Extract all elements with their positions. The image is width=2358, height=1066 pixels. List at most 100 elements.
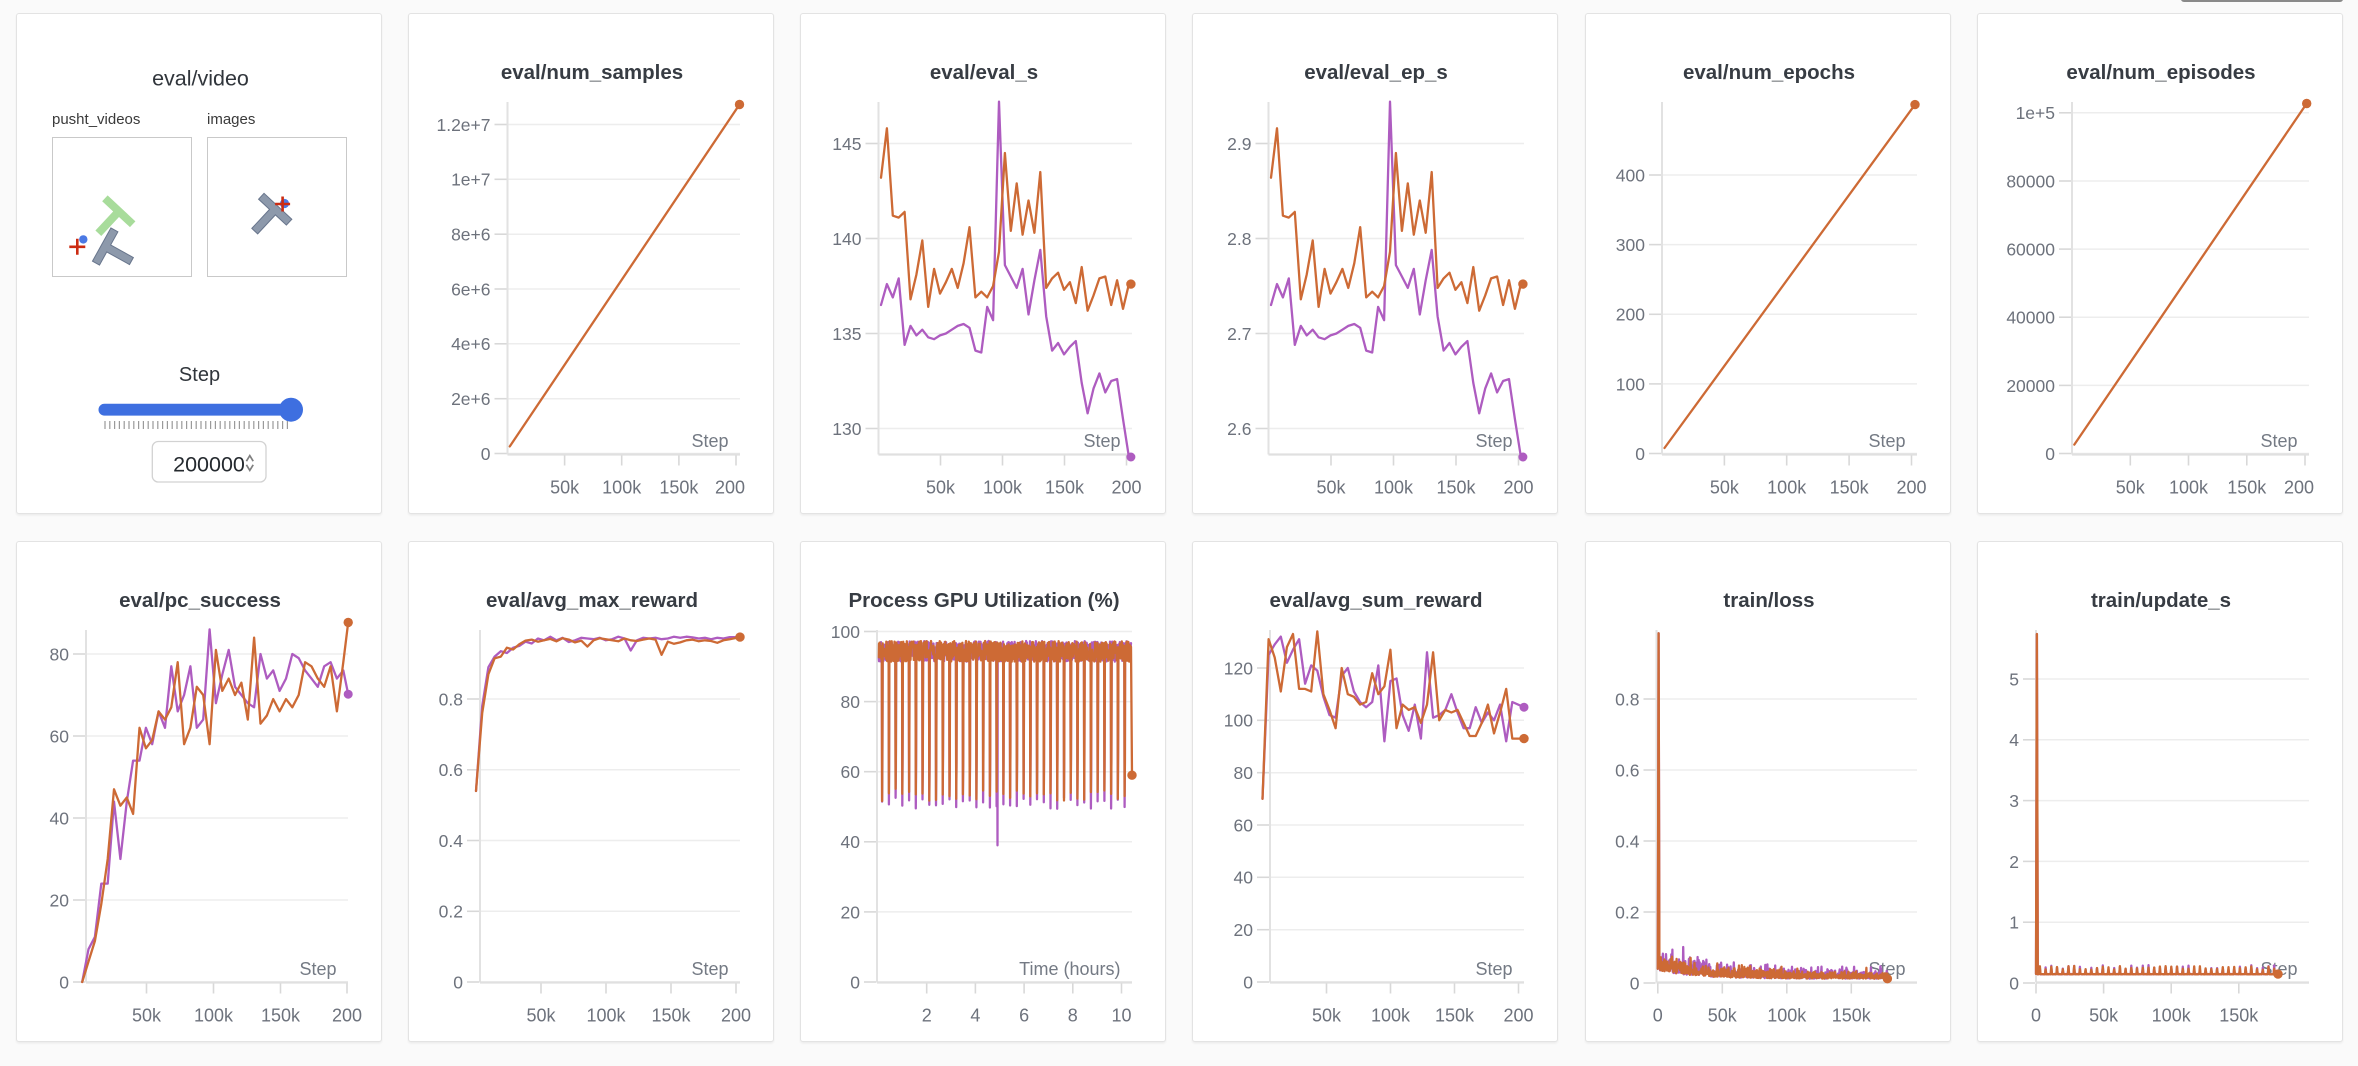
svg-text:200000: 200000 <box>173 452 245 476</box>
svg-text:100k: 100k <box>602 477 642 497</box>
svg-text:150k: 150k <box>2227 477 2267 497</box>
svg-text:150k: 150k <box>651 1005 691 1025</box>
svg-text:0.6: 0.6 <box>1615 760 1639 780</box>
svg-text:100k: 100k <box>194 1005 234 1025</box>
svg-text:Step: Step <box>2260 431 2297 451</box>
svg-text:0: 0 <box>1653 1005 1663 1025</box>
svg-text:0: 0 <box>59 972 69 992</box>
svg-text:6: 6 <box>1019 1005 1029 1025</box>
svg-text:8e+6: 8e+6 <box>451 225 490 245</box>
svg-text:100: 100 <box>831 622 860 642</box>
svg-text:100k: 100k <box>1767 1005 1807 1025</box>
svg-text:Step: Step <box>691 959 728 979</box>
svg-text:pusht_videos: pusht_videos <box>52 111 140 128</box>
svg-text:60: 60 <box>50 726 70 746</box>
svg-text:150k: 150k <box>2219 1005 2259 1025</box>
svg-text:100k: 100k <box>586 1005 626 1025</box>
svg-text:Step: Step <box>1083 431 1120 451</box>
svg-text:2.9: 2.9 <box>1227 134 1251 154</box>
svg-text:2: 2 <box>922 1005 932 1025</box>
svg-text:2.8: 2.8 <box>1227 229 1251 249</box>
svg-text:40: 40 <box>50 808 70 828</box>
svg-text:200: 200 <box>1111 477 1141 497</box>
svg-text:20: 20 <box>50 890 70 910</box>
svg-text:200: 200 <box>721 1005 751 1025</box>
svg-text:0: 0 <box>1630 973 1640 993</box>
svg-text:1e+5: 1e+5 <box>2016 103 2055 123</box>
svg-text:50k: 50k <box>1316 477 1346 497</box>
svg-text:eval/video: eval/video <box>152 67 249 91</box>
svg-text:eval/eval_s: eval/eval_s <box>930 61 1038 84</box>
svg-text:50k: 50k <box>926 477 956 497</box>
svg-text:0: 0 <box>2009 973 2019 993</box>
svg-text:2.6: 2.6 <box>1227 419 1251 439</box>
svg-text:20: 20 <box>841 902 861 922</box>
svg-text:4: 4 <box>2009 730 2019 750</box>
svg-text:2.7: 2.7 <box>1227 324 1251 344</box>
svg-text:1: 1 <box>2009 913 2019 933</box>
svg-text:0: 0 <box>481 444 491 464</box>
svg-text:eval/avg_sum_reward: eval/avg_sum_reward <box>1269 589 1482 612</box>
svg-text:0: 0 <box>1635 444 1645 464</box>
svg-text:4: 4 <box>970 1005 980 1025</box>
svg-text:train/loss: train/loss <box>1723 589 1814 612</box>
svg-text:0: 0 <box>850 972 860 992</box>
svg-text:2e+6: 2e+6 <box>451 389 490 409</box>
svg-text:100k: 100k <box>983 477 1023 497</box>
svg-text:50k: 50k <box>1710 477 1740 497</box>
svg-text:100: 100 <box>1224 711 1253 731</box>
svg-text:130: 130 <box>832 419 861 439</box>
svg-text:50k: 50k <box>132 1005 162 1025</box>
svg-text:0.4: 0.4 <box>439 831 464 851</box>
svg-text:0.2: 0.2 <box>439 902 463 922</box>
svg-text:200: 200 <box>1896 477 1926 497</box>
svg-text:images: images <box>207 111 255 128</box>
svg-text:train/update_s: train/update_s <box>2091 589 2231 612</box>
svg-text:eval/avg_max_reward: eval/avg_max_reward <box>486 589 698 612</box>
svg-text:0: 0 <box>2031 1005 2041 1025</box>
svg-text:Step: Step <box>1475 959 1512 979</box>
svg-text:100: 100 <box>1616 374 1645 394</box>
svg-text:3: 3 <box>2009 791 2019 811</box>
svg-text:150k: 150k <box>1830 477 1870 497</box>
svg-text:0.2: 0.2 <box>1615 902 1639 922</box>
svg-text:200: 200 <box>332 1005 362 1025</box>
svg-text:5: 5 <box>2009 669 2019 689</box>
svg-text:80: 80 <box>841 692 861 712</box>
svg-text:eval/eval_ep_s: eval/eval_ep_s <box>1304 61 1448 84</box>
svg-text:100k: 100k <box>1371 1005 1411 1025</box>
svg-text:140: 140 <box>832 229 861 249</box>
svg-text:Step: Step <box>299 959 336 979</box>
svg-text:60000: 60000 <box>2006 240 2055 260</box>
svg-text:eval/num_epochs: eval/num_epochs <box>1683 61 1855 84</box>
svg-text:40: 40 <box>841 832 861 852</box>
svg-text:50k: 50k <box>1312 1005 1342 1025</box>
svg-text:100k: 100k <box>2169 477 2209 497</box>
svg-text:120: 120 <box>1224 658 1253 678</box>
svg-text:eval/num_samples: eval/num_samples <box>501 61 683 84</box>
svg-text:8: 8 <box>1068 1005 1078 1025</box>
svg-text:Step: Step <box>1475 431 1512 451</box>
svg-text:50k: 50k <box>2089 1005 2119 1025</box>
svg-text:135: 135 <box>832 324 861 344</box>
svg-text:100k: 100k <box>2152 1005 2192 1025</box>
svg-text:50k: 50k <box>2116 477 2146 497</box>
svg-text:200: 200 <box>1616 305 1645 325</box>
svg-text:0.4: 0.4 <box>1615 831 1640 851</box>
svg-text:1e+7: 1e+7 <box>451 170 490 190</box>
svg-text:40000: 40000 <box>2006 308 2055 328</box>
svg-text:150k: 150k <box>659 477 699 497</box>
svg-text:80000: 80000 <box>2006 171 2055 191</box>
svg-text:60: 60 <box>841 762 861 782</box>
svg-text:300: 300 <box>1616 235 1645 255</box>
svg-text:60: 60 <box>1234 815 1254 835</box>
svg-text:80: 80 <box>50 644 70 664</box>
svg-text:eval/num_episodes: eval/num_episodes <box>2066 61 2255 84</box>
svg-text:6e+6: 6e+6 <box>451 279 490 299</box>
svg-text:150k: 150k <box>261 1005 301 1025</box>
svg-text:0: 0 <box>453 972 463 992</box>
svg-text:50k: 50k <box>550 477 580 497</box>
svg-text:150k: 150k <box>1436 477 1476 497</box>
svg-text:150k: 150k <box>1045 477 1085 497</box>
svg-text:150k: 150k <box>1832 1005 1872 1025</box>
